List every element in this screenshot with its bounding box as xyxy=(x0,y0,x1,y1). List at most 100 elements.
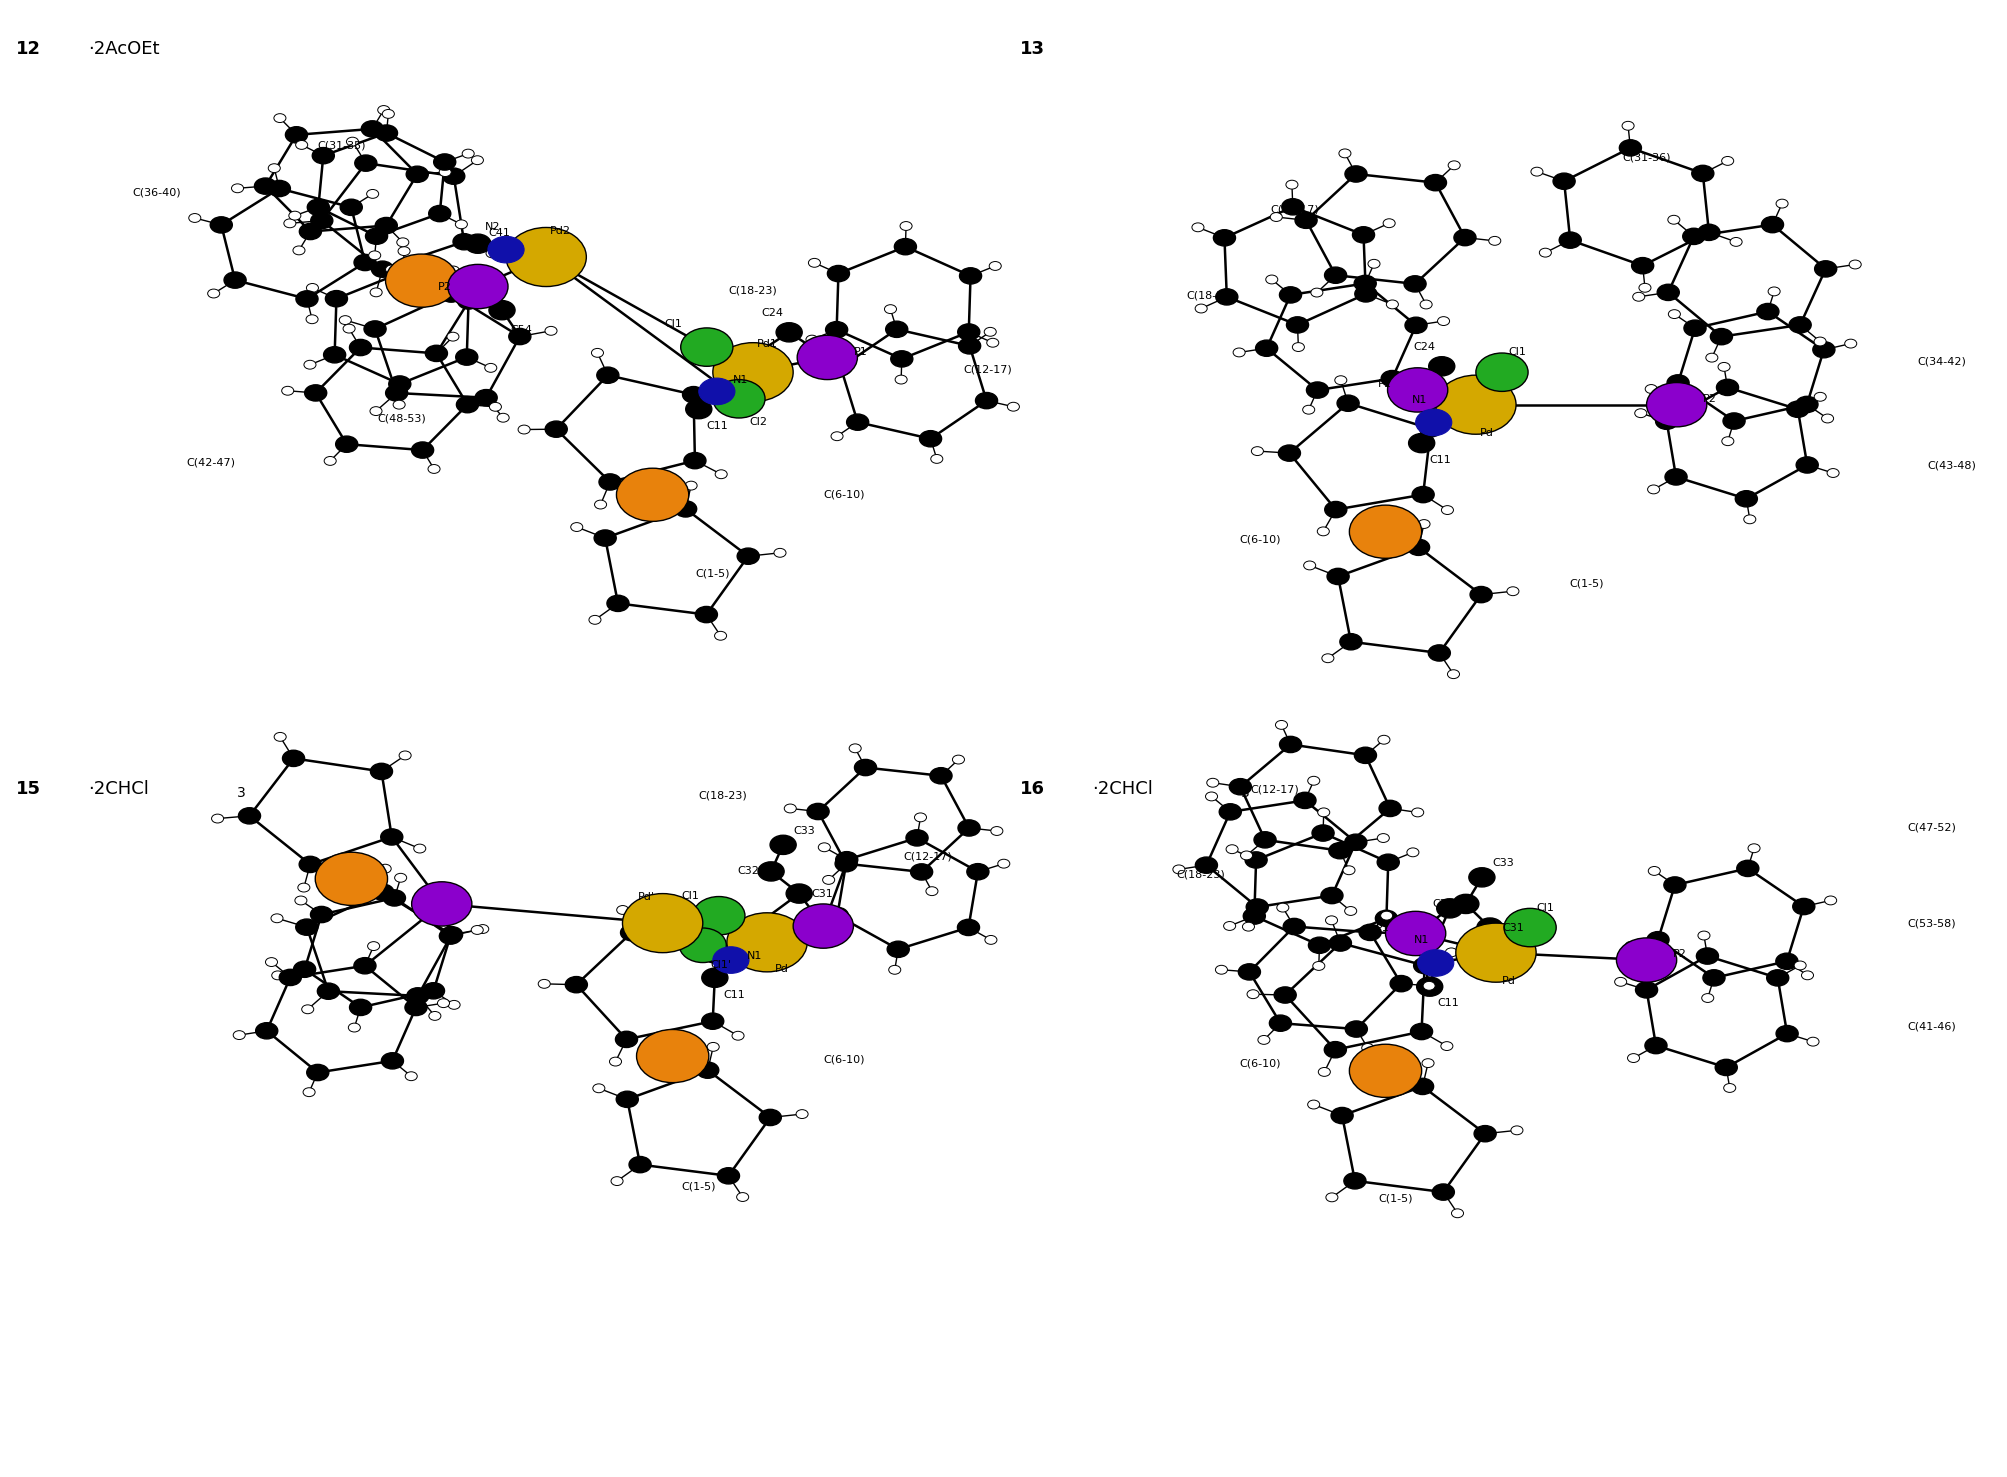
Circle shape xyxy=(819,843,831,852)
Circle shape xyxy=(1768,287,1780,295)
Circle shape xyxy=(544,326,556,335)
Circle shape xyxy=(1222,922,1234,931)
Circle shape xyxy=(847,414,869,430)
Circle shape xyxy=(983,935,995,944)
Circle shape xyxy=(1212,230,1234,247)
Circle shape xyxy=(1008,402,1020,411)
Circle shape xyxy=(1325,916,1337,925)
Circle shape xyxy=(712,380,765,418)
Circle shape xyxy=(1284,180,1297,189)
Text: ·2AcOEt: ·2AcOEt xyxy=(88,40,161,58)
Text: C(41-46): C(41-46) xyxy=(1907,1022,1955,1031)
Circle shape xyxy=(1264,275,1276,284)
Circle shape xyxy=(1377,736,1389,744)
Circle shape xyxy=(1353,226,1375,242)
Circle shape xyxy=(849,744,861,753)
Circle shape xyxy=(1417,950,1453,976)
Circle shape xyxy=(1812,393,1824,402)
Circle shape xyxy=(211,814,223,823)
Circle shape xyxy=(1317,808,1329,817)
Text: 3: 3 xyxy=(1240,786,1248,799)
Circle shape xyxy=(1734,490,1756,507)
Circle shape xyxy=(1453,229,1475,245)
Circle shape xyxy=(285,127,307,143)
Circle shape xyxy=(440,287,462,303)
Text: C33: C33 xyxy=(793,826,815,836)
Circle shape xyxy=(1321,654,1333,663)
Circle shape xyxy=(1359,925,1381,941)
Circle shape xyxy=(393,400,405,409)
Circle shape xyxy=(211,217,233,233)
Circle shape xyxy=(1441,1041,1453,1050)
Circle shape xyxy=(1812,341,1834,357)
Circle shape xyxy=(899,222,911,230)
Circle shape xyxy=(1748,843,1760,852)
Circle shape xyxy=(835,852,857,868)
Circle shape xyxy=(1786,402,1808,418)
Circle shape xyxy=(889,966,901,975)
Circle shape xyxy=(1788,316,1810,332)
Text: C(18-23): C(18-23) xyxy=(1176,870,1224,879)
Circle shape xyxy=(1451,412,1463,421)
Text: C(12-17): C(12-17) xyxy=(1250,784,1299,795)
Circle shape xyxy=(307,1065,329,1081)
Text: 3: 3 xyxy=(237,786,245,799)
Circle shape xyxy=(293,247,305,256)
Circle shape xyxy=(1309,936,1331,953)
Circle shape xyxy=(1706,353,1718,362)
Circle shape xyxy=(1413,957,1435,973)
Circle shape xyxy=(1505,586,1517,595)
Circle shape xyxy=(399,750,411,759)
Circle shape xyxy=(295,897,307,905)
Circle shape xyxy=(696,1062,719,1078)
Circle shape xyxy=(518,425,530,434)
Circle shape xyxy=(381,1053,403,1069)
Circle shape xyxy=(1254,340,1276,356)
Circle shape xyxy=(1644,384,1656,393)
Circle shape xyxy=(1409,434,1433,453)
Circle shape xyxy=(385,385,407,402)
Circle shape xyxy=(1240,851,1252,860)
Text: C(43-48): C(43-48) xyxy=(1927,461,1975,470)
Text: C(48-53): C(48-53) xyxy=(377,414,425,424)
Circle shape xyxy=(1339,149,1351,158)
Circle shape xyxy=(1381,371,1403,387)
Circle shape xyxy=(1325,502,1347,518)
Text: C32: C32 xyxy=(1431,899,1453,908)
Circle shape xyxy=(1381,911,1393,920)
Circle shape xyxy=(369,288,381,297)
Circle shape xyxy=(472,155,484,164)
Circle shape xyxy=(1435,375,1515,434)
Circle shape xyxy=(405,1000,427,1016)
Circle shape xyxy=(771,836,795,854)
Circle shape xyxy=(1794,396,1816,412)
Circle shape xyxy=(737,938,749,947)
Text: Cl1: Cl1 xyxy=(680,891,698,901)
Circle shape xyxy=(347,1024,359,1032)
Circle shape xyxy=(1684,321,1706,337)
Circle shape xyxy=(1377,854,1399,870)
Circle shape xyxy=(1317,527,1329,536)
Text: ·2CHCl: ·2CHCl xyxy=(88,780,149,798)
Circle shape xyxy=(1268,1015,1291,1031)
Circle shape xyxy=(355,155,377,171)
Circle shape xyxy=(369,406,381,415)
Text: C(31-35): C(31-35) xyxy=(317,140,365,151)
Circle shape xyxy=(596,368,618,384)
Circle shape xyxy=(1814,261,1836,278)
Circle shape xyxy=(1339,634,1361,650)
Circle shape xyxy=(1710,328,1732,344)
Circle shape xyxy=(1774,953,1796,969)
Circle shape xyxy=(385,254,458,307)
Circle shape xyxy=(1331,1108,1353,1124)
Circle shape xyxy=(1293,343,1305,352)
Circle shape xyxy=(440,928,462,944)
Circle shape xyxy=(1270,213,1282,222)
Circle shape xyxy=(1405,318,1427,334)
Circle shape xyxy=(1475,353,1527,391)
Circle shape xyxy=(1250,446,1262,455)
Circle shape xyxy=(1385,911,1445,956)
Circle shape xyxy=(775,323,803,343)
Circle shape xyxy=(369,764,391,780)
Circle shape xyxy=(189,214,201,223)
